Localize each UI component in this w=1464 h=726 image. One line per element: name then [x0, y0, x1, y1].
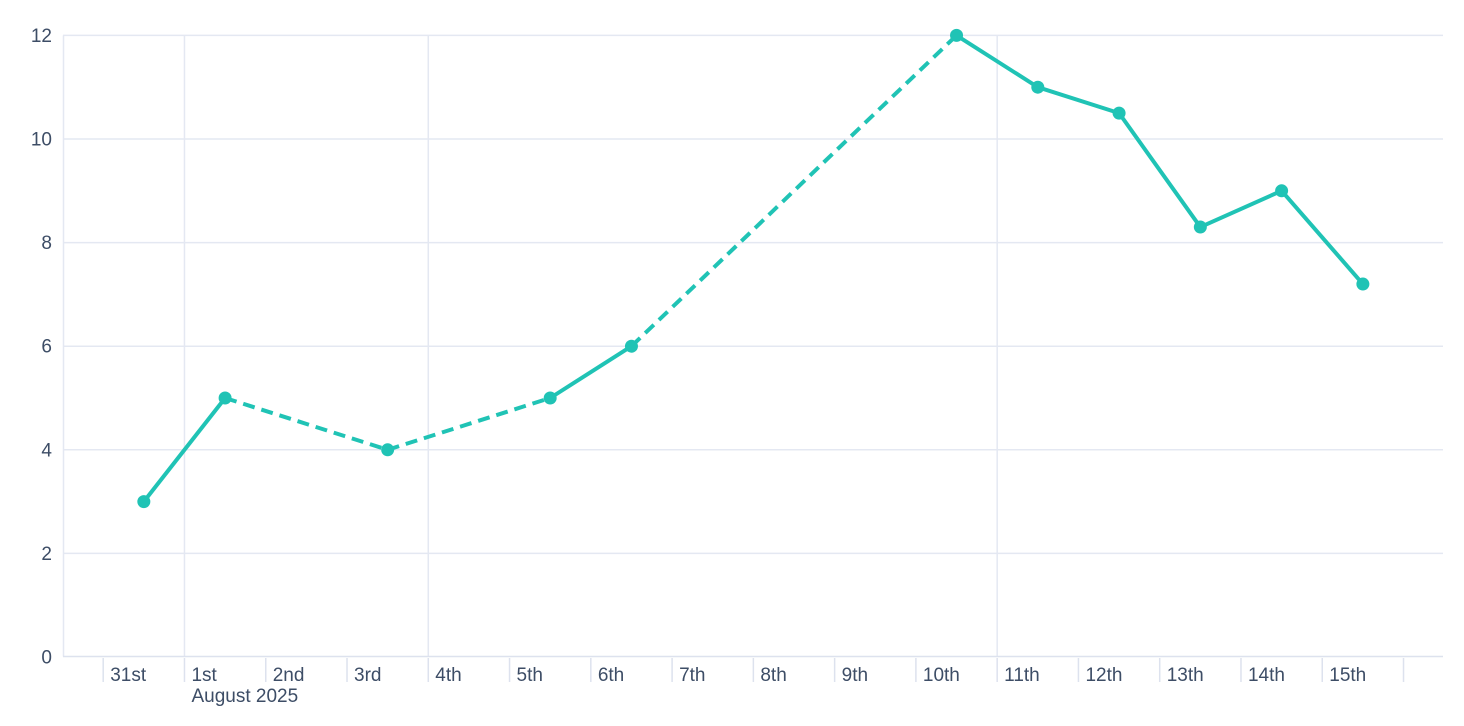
line-segment-solid	[548, 344, 634, 400]
x-axis-context-label: August 2025	[191, 686, 298, 707]
y-axis-tick-label: 8	[41, 233, 52, 254]
x-axis-tick-label: 4th	[435, 665, 461, 686]
y-axis-tick-label: 0	[41, 648, 52, 669]
line-segment-dashed	[630, 33, 958, 348]
line-segment-solid	[141, 396, 228, 504]
data-point[interactable]	[381, 443, 395, 457]
data-point[interactable]	[543, 391, 557, 405]
x-axis-tick-label: 14th	[1248, 665, 1285, 686]
data-point[interactable]	[1356, 277, 1370, 291]
x-axis-tick-label: 7th	[679, 665, 705, 686]
line-segment-dashed	[224, 396, 389, 452]
x-axis-tick-label: 10th	[923, 665, 960, 686]
data-point[interactable]	[1112, 106, 1126, 120]
y-axis-tick-label: 12	[31, 26, 52, 47]
line-segment-dashed	[387, 396, 551, 452]
data-point[interactable]	[624, 339, 638, 353]
x-axis-tick-label: 12th	[1085, 665, 1122, 686]
y-axis-tick-label: 2	[41, 544, 52, 565]
line-segment-solid	[1117, 111, 1203, 230]
x-axis-tick-label: 1st	[191, 665, 217, 686]
data-point[interactable]	[218, 391, 232, 405]
x-axis-tick-label: 3rd	[354, 665, 381, 686]
x-axis-tick-label: 13th	[1167, 665, 1204, 686]
y-axis-tick-label: 6	[41, 337, 52, 358]
data-point[interactable]	[1275, 184, 1289, 198]
x-axis-tick-label: 6th	[598, 665, 624, 686]
x-axis-tick-label: 2nd	[273, 665, 305, 686]
line-segment-solid	[1279, 188, 1365, 287]
x-axis-tick-label: 5th	[517, 665, 543, 686]
line-segment-solid	[954, 33, 1040, 90]
x-axis-tick-label: 8th	[760, 665, 786, 686]
x-axis-tick-label: 15th	[1329, 665, 1366, 686]
data-point[interactable]	[1031, 80, 1045, 94]
x-axis-tick-label: 11th	[1004, 665, 1040, 686]
data-point[interactable]	[137, 495, 151, 509]
x-axis-tick-label: 9th	[842, 665, 868, 686]
line-segment-solid	[1198, 188, 1284, 230]
x-axis-tick-label: 31st	[110, 665, 147, 686]
y-axis-tick-label: 4	[41, 440, 52, 461]
line-segment-solid	[1035, 85, 1122, 116]
data-point[interactable]	[1193, 220, 1207, 234]
data-point[interactable]	[950, 28, 964, 42]
y-axis-tick-label: 10	[31, 130, 52, 151]
